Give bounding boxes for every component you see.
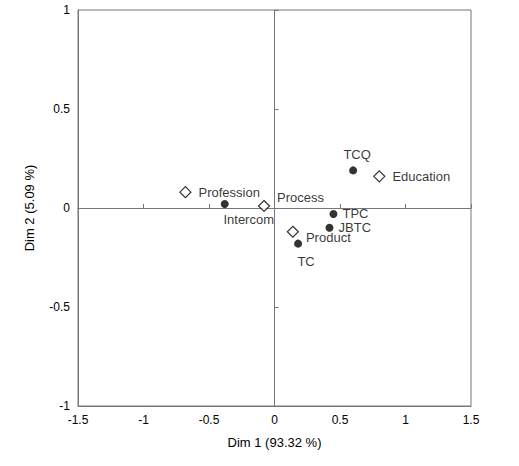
svg-text:TPC: TPC [342,206,368,221]
svg-text:TC: TC [297,254,314,269]
svg-text:0.5: 0.5 [332,413,349,427]
svg-text:-0.5: -0.5 [49,300,70,314]
svg-text:Intercom: Intercom [223,212,274,227]
svg-text:-1: -1 [138,413,149,427]
svg-text:0: 0 [63,201,70,215]
svg-text:Process: Process [277,190,324,205]
svg-text:-0.5: -0.5 [199,413,220,427]
svg-text:1: 1 [63,3,70,17]
svg-text:0: 0 [271,413,278,427]
svg-text:Dim 1 (93.32 %): Dim 1 (93.32 %) [228,435,322,450]
svg-text:0.5: 0.5 [53,102,70,116]
svg-text:TCQ: TCQ [343,147,370,162]
svg-text:-1.5: -1.5 [68,413,89,427]
svg-text:JBTC: JBTC [338,220,371,236]
svg-text:Profession: Profession [199,185,260,200]
svg-text:Dim 2 (5.09 %): Dim 2 (5.09 %) [22,165,37,252]
svg-text:Product: Product [306,230,351,245]
svg-text:1.5: 1.5 [463,413,480,427]
svg-text:-1: -1 [59,399,70,413]
svg-text:1: 1 [402,413,409,427]
svg-text:Education: Education [392,169,450,184]
